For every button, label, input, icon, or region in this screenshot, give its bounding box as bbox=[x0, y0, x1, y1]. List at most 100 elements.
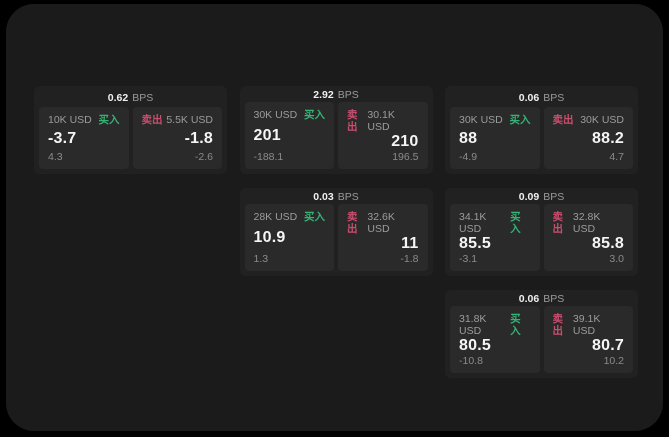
quote-grid: 0.62 BPS 10K USD 买入 -3.7 4.3 卖出 5.5K USD… bbox=[34, 86, 638, 378]
sell-amount: 32.6K USD bbox=[367, 211, 395, 235]
quote-card: 0.09 BPS 34.1K USD 买入 85.5 -3.1 卖出 32.8K… bbox=[445, 188, 638, 276]
buy-price: 201 bbox=[253, 127, 281, 144]
card-body: 28K USD 买入 10.9 1.3 卖出 32.6K USD 11 -1.8 bbox=[240, 204, 433, 276]
buy-price: 88 bbox=[459, 129, 478, 147]
buy-delta: -3.1 bbox=[459, 253, 478, 265]
buy-delta: -4.9 bbox=[459, 151, 478, 163]
bps-unit-label: BPS bbox=[543, 191, 565, 203]
sell-panel[interactable]: 卖出 39.1K USD 80.7 10.2 bbox=[543, 306, 633, 373]
sell-price: 85.8 bbox=[592, 235, 624, 252]
buy-amount: 10K USD bbox=[48, 114, 92, 126]
sell-panel[interactable]: 卖出 5.5K USD -1.8 -2.6 bbox=[132, 107, 222, 169]
sell-delta: 3.0 bbox=[609, 253, 624, 265]
sell-side-label: 卖出 bbox=[347, 211, 358, 235]
buy-panel[interactable]: 10K USD 买入 -3.7 4.3 bbox=[39, 107, 129, 169]
sell-delta: 10.2 bbox=[603, 355, 624, 367]
buy-side-label: 买入 bbox=[98, 114, 120, 126]
bps-unit-label: BPS bbox=[337, 191, 359, 203]
bps-value: 0.03 bbox=[313, 191, 334, 203]
bps-value: 0.62 bbox=[107, 91, 129, 104]
bps-unit-label: BPS bbox=[132, 91, 154, 104]
sell-top-row: 卖出 39.1K USD bbox=[553, 313, 625, 337]
sell-delta: 4.7 bbox=[609, 151, 624, 163]
buy-price: 80.5 bbox=[459, 337, 491, 354]
sell-panel[interactable]: 卖出 32.6K USD 11 -1.8 bbox=[338, 204, 428, 271]
sell-price: -1.8 bbox=[184, 129, 213, 147]
buy-panel[interactable]: 30K USD 买入 88 -4.9 bbox=[450, 107, 540, 169]
sell-panel[interactable]: 卖出 30.1K USD 210 196.5 bbox=[338, 102, 428, 169]
quote-card: 2.92 BPS 30K USD 买入 201 -188.1 卖出 30.1K … bbox=[239, 86, 433, 174]
buy-delta: 1.3 bbox=[253, 253, 269, 265]
sell-top-row: 卖出 5.5K USD bbox=[142, 114, 214, 126]
buy-side-label: 买入 bbox=[304, 211, 325, 223]
bps-unit-label: BPS bbox=[337, 89, 359, 101]
sell-amount: 32.8K USD bbox=[572, 211, 601, 235]
buy-delta: -188.1 bbox=[253, 151, 284, 163]
bps-value: 0.06 bbox=[518, 91, 540, 104]
quote-card: 0.06 BPS 30K USD 买入 88 -4.9 卖出 30K USD 8… bbox=[445, 86, 638, 174]
buy-amount: 28K USD bbox=[253, 211, 298, 223]
buy-top-row: 30K USD 买入 bbox=[459, 114, 531, 126]
buy-panel[interactable]: 28K USD 买入 10.9 1.3 bbox=[244, 204, 334, 271]
buy-amount: 30K USD bbox=[459, 114, 503, 126]
buy-amount: 34.1K USD bbox=[459, 211, 487, 235]
buy-price: 10.9 bbox=[253, 229, 286, 246]
bps-unit-label: BPS bbox=[543, 293, 565, 305]
card-header: 0.06 BPS bbox=[445, 290, 638, 306]
buy-side-label: 买入 bbox=[510, 313, 521, 337]
sell-delta: 196.5 bbox=[392, 151, 419, 163]
card-body: 31.8K USD 买入 80.5 -10.8 卖出 39.1K USD 80.… bbox=[445, 306, 638, 378]
sell-side-label: 卖出 bbox=[552, 211, 564, 235]
buy-price: -3.7 bbox=[48, 129, 77, 147]
buy-side-label: 买入 bbox=[510, 211, 521, 235]
sell-top-row: 卖出 32.8K USD bbox=[553, 211, 625, 235]
buy-amount: 30K USD bbox=[253, 109, 298, 121]
sell-panel[interactable]: 卖出 30K USD 88.2 4.7 bbox=[543, 107, 633, 169]
card-header: 0.09 BPS bbox=[445, 188, 638, 204]
quote-card: 0.06 BPS 31.8K USD 买入 80.5 -10.8 卖出 39.1… bbox=[445, 290, 638, 378]
buy-price: 85.5 bbox=[459, 235, 491, 252]
card-header: 0.06 BPS bbox=[445, 86, 638, 107]
sell-panel[interactable]: 卖出 32.8K USD 85.8 3.0 bbox=[543, 204, 633, 271]
sell-side-label: 卖出 bbox=[552, 114, 574, 126]
buy-delta: -10.8 bbox=[459, 355, 483, 367]
sell-side-label: 卖出 bbox=[552, 313, 564, 337]
quote-card: 0.03 BPS 28K USD 买入 10.9 1.3 卖出 32.6K US… bbox=[239, 188, 433, 276]
sell-top-row: 卖出 32.6K USD bbox=[347, 211, 419, 235]
sell-price: 88.2 bbox=[592, 129, 624, 147]
sell-amount: 30.1K USD bbox=[367, 109, 395, 133]
buy-top-row: 34.1K USD 买入 bbox=[459, 211, 531, 235]
sell-price: 80.7 bbox=[592, 337, 624, 354]
card-body: 30K USD 买入 88 -4.9 卖出 30K USD 88.2 4.7 bbox=[445, 107, 638, 174]
bps-value: 2.92 bbox=[313, 89, 334, 101]
quote-card: 0.62 BPS 10K USD 买入 -3.7 4.3 卖出 5.5K USD… bbox=[34, 86, 227, 174]
sell-amount: 30K USD bbox=[580, 114, 624, 126]
sell-amount: 5.5K USD bbox=[166, 114, 213, 126]
sell-delta: -1.8 bbox=[400, 253, 419, 265]
app-panel: 0.62 BPS 10K USD 买入 -3.7 4.3 卖出 5.5K USD… bbox=[6, 4, 663, 431]
sell-price: 210 bbox=[391, 133, 419, 150]
buy-delta: 4.3 bbox=[48, 151, 63, 163]
sell-top-row: 卖出 30.1K USD bbox=[347, 109, 419, 133]
card-body: 30K USD 买入 201 -188.1 卖出 30.1K USD 210 1… bbox=[240, 102, 433, 174]
sell-side-label: 卖出 bbox=[141, 114, 163, 126]
buy-amount: 31.8K USD bbox=[459, 313, 487, 337]
sell-price: 11 bbox=[401, 235, 419, 252]
card-body: 10K USD 买入 -3.7 4.3 卖出 5.5K USD -1.8 -2.… bbox=[34, 107, 227, 174]
sell-delta: -2.6 bbox=[194, 151, 213, 163]
buy-top-row: 28K USD 买入 bbox=[254, 211, 326, 223]
buy-side-label: 买入 bbox=[304, 109, 325, 121]
card-header: 0.03 BPS bbox=[240, 188, 433, 204]
sell-top-row: 卖出 30K USD bbox=[553, 114, 625, 126]
buy-panel[interactable]: 30K USD 买入 201 -188.1 bbox=[244, 102, 334, 169]
buy-panel[interactable]: 31.8K USD 买入 80.5 -10.8 bbox=[450, 306, 540, 373]
bps-unit-label: BPS bbox=[543, 91, 565, 104]
bps-value: 0.09 bbox=[518, 191, 540, 203]
buy-side-label: 买入 bbox=[509, 114, 531, 126]
card-header: 0.62 BPS bbox=[34, 86, 227, 107]
buy-panel[interactable]: 34.1K USD 买入 85.5 -3.1 bbox=[450, 204, 540, 271]
card-body: 34.1K USD 买入 85.5 -3.1 卖出 32.8K USD 85.8… bbox=[445, 204, 638, 276]
sell-side-label: 卖出 bbox=[347, 109, 358, 133]
buy-top-row: 31.8K USD 买入 bbox=[459, 313, 531, 337]
sell-amount: 39.1K USD bbox=[572, 313, 601, 337]
